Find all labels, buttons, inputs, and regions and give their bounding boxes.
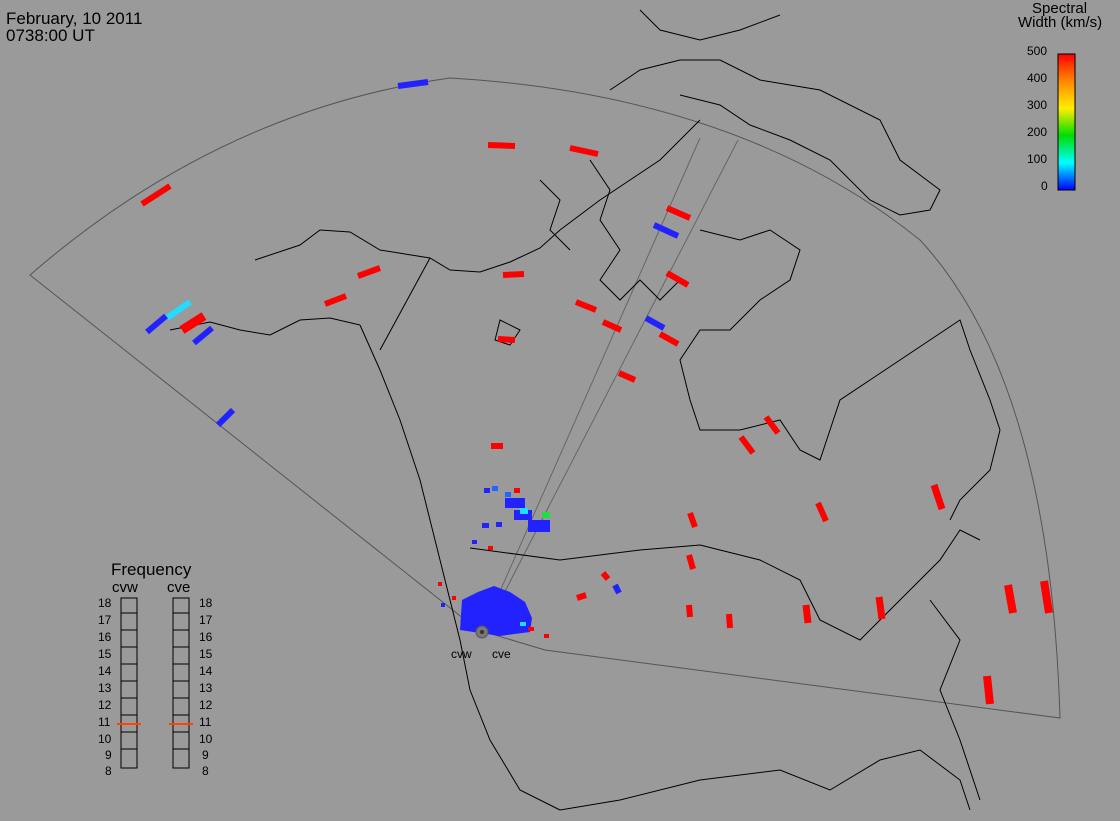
frequency-tick-right: 9 [202, 748, 209, 762]
frequency-tick-right: 12 [199, 698, 213, 712]
echo-segment [574, 299, 598, 313]
frequency-tick-right: 16 [199, 630, 213, 644]
echo-segment [487, 142, 516, 149]
colorbar-title: Spectral [1032, 0, 1088, 17]
frequency-tick-right: 11 [199, 715, 212, 729]
echo-segment [665, 205, 692, 221]
frequency-tick-left: 11 [98, 715, 111, 729]
echo-segment [687, 511, 698, 529]
echo-segment [397, 79, 429, 89]
echo-segment [686, 554, 696, 570]
echo-segment [665, 270, 690, 288]
frequency-column-label-cvw: cvw [112, 579, 138, 596]
frequency-tick-right: 15 [199, 647, 213, 661]
echo-segment [763, 415, 781, 435]
frequency-tick-left: 12 [98, 698, 112, 712]
frequency-tick-left: 13 [98, 681, 112, 695]
frequency-tick-left: 18 [98, 596, 112, 610]
coastlines [169, 9, 1001, 811]
echo-segment [802, 604, 812, 624]
echo-segment [983, 675, 994, 705]
frequency-tick-left: 14 [98, 664, 112, 678]
frequency-scales [120, 597, 190, 769]
echo-segment [612, 583, 622, 595]
time-label: 0738:00 UT [6, 26, 95, 45]
echo-segment [1040, 580, 1053, 614]
frequency-tick-left: 9 [105, 748, 112, 762]
echo-segment [815, 501, 829, 523]
colorbar-gradient [1057, 53, 1076, 191]
echo-segment [165, 299, 192, 321]
frequency-tick-left: 8 [105, 764, 112, 778]
colorbar-tick: 100 [1027, 152, 1048, 166]
frequency-tick-right: 10 [199, 732, 213, 746]
echo-segment [497, 336, 516, 343]
beam-line-west [481, 137, 701, 633]
frequency-tick-right: 8 [202, 764, 209, 778]
echo-segment [576, 592, 587, 601]
frequency-column-label-cve: cve [167, 579, 191, 596]
radar-label-cve: cve [492, 647, 511, 661]
echo-segment [192, 325, 214, 346]
beam-line-east [483, 139, 739, 633]
colorbar-units: Width (km/s) [1018, 14, 1103, 31]
frequency-title: Frequency [111, 560, 192, 579]
frequency-tick-right: 18 [199, 596, 213, 610]
frequency-tick-left: 17 [98, 613, 112, 627]
frequency-tick-left: 10 [98, 732, 112, 746]
echo-segment [875, 596, 886, 620]
echo-segment [652, 222, 680, 239]
echo-segment [738, 435, 756, 455]
date-label: February, 10 2011 [6, 9, 143, 28]
echo-segment [658, 331, 680, 347]
frequency-tick-right: 14 [199, 664, 213, 678]
radar-site-dot [480, 630, 484, 634]
echo-segment [356, 265, 382, 279]
echo-segment [215, 407, 236, 428]
echo-segments [140, 79, 1053, 705]
colorbar-tick: 200 [1027, 125, 1048, 139]
field-of-view-outline [29, 77, 1061, 719]
echo-cluster [438, 486, 550, 638]
radar-label-cvw: cvw [451, 647, 472, 661]
echo-segment [569, 145, 599, 157]
frequency-tick-right: 17 [199, 613, 213, 627]
echo-segment [1004, 584, 1017, 614]
echo-segment [323, 293, 348, 307]
echo-segment [686, 604, 693, 618]
colorbar-tick: 500 [1027, 44, 1048, 58]
echo-segment [179, 312, 207, 334]
echo-segment [601, 319, 623, 333]
echo-segment [644, 315, 666, 331]
echo-segment [502, 271, 525, 278]
frequency-tick-left: 15 [98, 647, 112, 661]
echo-segment [930, 483, 946, 511]
colorbar-tick: 300 [1027, 98, 1048, 112]
frequency-tick-left: 16 [98, 630, 112, 644]
echo-segment [726, 613, 733, 629]
colorbar-tick: 400 [1027, 71, 1048, 85]
colorbar-tick: 0 [1041, 179, 1048, 193]
frequency-tick-right: 13 [199, 681, 213, 695]
echo-segment [600, 571, 611, 581]
echo-segment [145, 313, 168, 335]
echo-segment [140, 183, 172, 207]
echo-segment [617, 370, 637, 383]
